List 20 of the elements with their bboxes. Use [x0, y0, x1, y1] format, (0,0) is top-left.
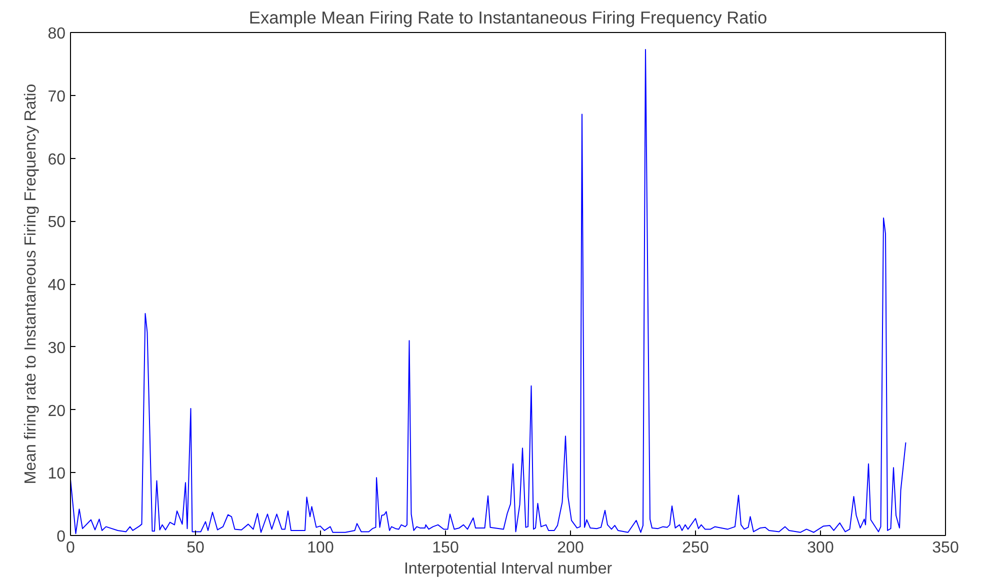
- x-tick-label: 300: [807, 540, 834, 556]
- x-tick-label: 200: [557, 540, 584, 556]
- y-tick-label: 20: [48, 402, 66, 420]
- x-tick-label: 150: [432, 540, 459, 556]
- y-tick-label: 80: [48, 26, 66, 42]
- y-tick-label: 10: [48, 466, 66, 483]
- y-tick-label: 0: [56, 528, 66, 546]
- y-axis-title: Mean firing rate to Instantaneous Firing Frequency Ratio: [22, 84, 40, 484]
- y-tick-label: 70: [48, 88, 66, 106]
- line-series: [70, 48, 906, 534]
- chart-title: Example Mean Firing Rate to Instantaneous Firing Frequency Ratio: [248, 8, 768, 28]
- y-tick-label: 60: [48, 151, 66, 168]
- x-tick-label: 350: [932, 540, 959, 556]
- x-axis-title: Interpotential Interval number: [404, 560, 613, 578]
- x-tick-label: 50: [186, 540, 204, 556]
- x-tick-label: 250: [682, 540, 709, 556]
- x-tick-label: 100: [307, 540, 334, 556]
- y-tick-label: 30: [48, 340, 66, 357]
- y-tick-label: 50: [48, 214, 66, 232]
- y-tick-label: 40: [48, 277, 66, 294]
